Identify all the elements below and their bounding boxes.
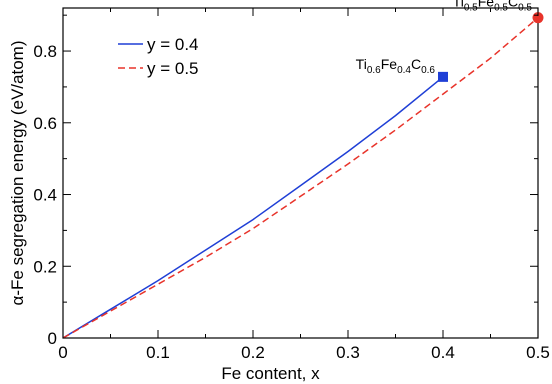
element-subscript: 0.5	[464, 3, 478, 14]
compound-label-2: Ti0.5Fe0.5C0.5	[453, 0, 533, 14]
x-tick-label: 0.4	[431, 343, 455, 362]
element-symbol: C	[508, 0, 518, 10]
element-symbol: Ti	[453, 0, 464, 10]
element-subscript: 0.5	[494, 3, 508, 14]
axes: 0 0.1 0.2 0.3 0.4 0.5 0 0.2 0.4 0.6 0.8 Fe content,…	[8, 8, 550, 383]
y-tick-label: 0	[48, 329, 57, 348]
y-tick-label: 0.4	[33, 186, 57, 205]
element-subscript: 0.6	[421, 65, 435, 76]
y-axis-label: α-Fe segregation energy (eV/atom)	[8, 41, 27, 306]
x-tick-label: 0.2	[241, 343, 265, 362]
series-layer	[62, 17, 539, 339]
element-symbol: Ti	[356, 56, 367, 72]
endpoint-marker-square	[438, 71, 448, 82]
element-symbol: Fe	[381, 56, 398, 72]
x-axis-label: Fe content, x	[221, 364, 320, 383]
plot-frame	[62, 7, 539, 339]
x-tick-label: 0	[58, 343, 67, 362]
y-tick-label: 0.6	[33, 114, 57, 133]
element-subscript: 0.6	[367, 65, 381, 76]
plot-area	[62, 7, 539, 339]
y-tick-label: 0.2	[33, 257, 57, 276]
element-symbol: C	[411, 56, 421, 72]
compound-label-1: Ti0.6Fe0.4C0.6	[356, 56, 436, 76]
y-tick-label: 0.8	[33, 42, 57, 61]
series-line-2	[62, 17, 539, 339]
element-subscript: 0.5	[518, 3, 532, 14]
x-tick-label: 0.5	[526, 343, 550, 362]
legend: y = 0.4 y = 0.5	[118, 35, 199, 78]
element-subscript: 0.4	[397, 65, 411, 76]
legend-label-1: y = 0.4	[147, 35, 199, 54]
x-tick-label: 0.3	[336, 343, 360, 362]
legend-label-2: y = 0.5	[147, 59, 199, 78]
x-tick-label: 0.1	[146, 343, 170, 362]
series-line-1	[62, 76, 444, 339]
element-symbol: Fe	[478, 0, 495, 10]
